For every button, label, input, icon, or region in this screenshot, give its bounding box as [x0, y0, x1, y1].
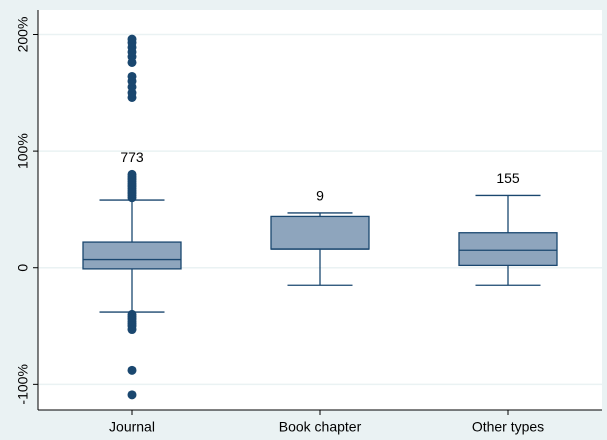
y-tick-label: -100%	[15, 364, 31, 404]
outlier	[127, 34, 137, 44]
outlier	[127, 365, 137, 375]
y-tick-label: 0	[15, 264, 31, 272]
outlier	[127, 169, 137, 179]
box	[82, 241, 182, 270]
plot-area	[38, 10, 602, 410]
x-tick-label: Journal	[109, 419, 155, 435]
count-label: 773	[120, 149, 144, 165]
count-label: 155	[496, 170, 520, 186]
box	[458, 232, 558, 267]
outlier	[127, 390, 137, 400]
x-tick-label: Book chapter	[279, 419, 362, 435]
box	[270, 215, 370, 250]
y-tick-label: 200%	[15, 17, 31, 53]
x-tick-label: Other types	[472, 419, 544, 435]
y-tick-label: 100%	[15, 133, 31, 169]
outlier	[127, 325, 137, 335]
count-label: 9	[316, 188, 324, 204]
outlier	[127, 71, 137, 81]
